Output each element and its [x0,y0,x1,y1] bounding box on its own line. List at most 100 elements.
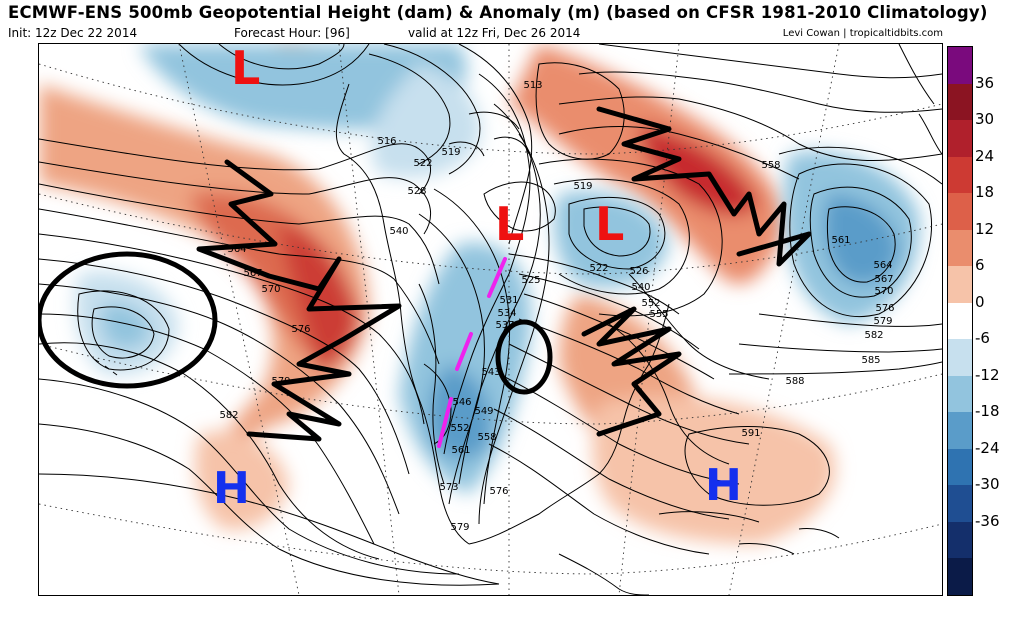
contour-line [418,213,485,505]
contour-line [443,73,531,455]
contour-line [77,290,170,371]
high-label-pacific: H [213,463,250,514]
contour-line [478,133,550,525]
colorbar-segment [948,375,972,413]
anomaly-atlantic-high [592,396,836,544]
pressure-centers: L L L H H [213,44,742,514]
contour-label: 573 [439,482,458,493]
contour-line [523,293,715,380]
contour-line [91,306,155,359]
contour-label: 526 [629,266,648,277]
init-time: Init: 12z Dec 22 2014 [8,26,138,40]
contour-line [39,473,500,585]
contour-label: 576 [291,324,310,335]
contour-label: 549 [474,406,493,417]
circle-hawaii [39,251,218,389]
colorbar-tick-label: -6 [975,329,990,348]
contour-line [738,343,942,353]
chart-title: ECMWF-ENS 500mb Geopotential Height (dam… [8,3,988,22]
contour-label: 570 [874,286,893,297]
contour-label: 570 [261,284,280,295]
contour-line [553,178,690,295]
contour-label: 552 [450,423,469,434]
contour-line [809,186,912,298]
contour-line [608,323,730,465]
colorbar-segment [948,266,972,304]
colorbar-segment [948,485,972,523]
contour-line [558,126,800,180]
contour-line [39,161,432,235]
contour-label: 513 [523,80,542,91]
contour-label: 585 [861,355,880,366]
contour-label: 561 [451,445,470,456]
colorbar-segment [948,412,972,450]
colorbar-segment [948,448,972,486]
contour-line [39,378,460,575]
contour-label: 582 [864,330,883,341]
contour-label: 540 [389,226,408,237]
anomaly-atlantic-low-core [823,194,899,285]
contour-line [39,138,431,195]
contour-line [39,208,440,365]
contour-label: 519 [441,147,460,158]
anomaly-pacific-high [195,431,289,530]
contour-label: 558 [477,432,496,443]
contour-label: 531 [499,295,518,306]
colorbar-segment [948,120,972,158]
contour-label: 579 [450,522,469,533]
contour-label: 591 [741,428,760,439]
contour-label: 525 [521,275,540,286]
coast-alaska-westcoast [335,83,470,545]
coastlines [93,44,942,595]
contour-line [568,196,666,270]
contour-line [39,313,375,545]
valid-time: valid at 12z Fri, Dec 26 2014 [408,26,581,40]
contour-label: 522 [589,263,608,274]
contour-label: 534 [497,308,516,319]
colorbar-segment [948,193,972,231]
contour-line [488,443,710,555]
anomaly-greenland [509,44,785,284]
graticule [39,44,942,595]
contour-label: 528 [407,186,426,197]
contour-label: 540 [631,282,650,293]
contour-label: 519 [573,181,592,192]
contour-line [39,258,410,475]
colorbar-tick-label: 24 [975,146,995,165]
contour-label: 567 [243,268,262,279]
colorbar-tick-label: -30 [975,475,1000,494]
colorbar-segment [948,47,972,84]
colorbar-tick-label: -12 [975,365,1000,384]
colorbar-tick-label: -36 [975,511,1000,530]
anomaly-hudson [371,64,481,178]
height-contours [39,44,942,586]
squiggle-east-lower [581,306,682,437]
contour-line [778,146,942,185]
contour-line [558,96,942,162]
contour-label: 588 [785,376,804,387]
anomaly-greenland-core [639,124,759,215]
contour-line [518,318,740,415]
contour-label: 564 [873,260,892,271]
coast-hawaii [93,358,118,376]
subtitle-line: Init: 12z Dec 22 2014 Forecast Hour: [96… [8,26,943,40]
annotation-squiggles [196,106,812,442]
contour-line [518,273,700,350]
trough-axis [437,257,507,448]
contour-label: 561 [831,235,850,246]
low-label-arctic: L [231,44,260,95]
contour-label: 552 [641,298,660,309]
high-label-atlantic: H [705,460,742,511]
colorbar-tick-label: 18 [975,183,995,202]
contour-line [39,423,500,586]
contour-line [578,71,942,113]
contour-line [433,188,511,505]
coast-arctic-islands [448,111,530,157]
contour-line [598,44,942,79]
map-svg: 513 516 519 519 522 522 525 526 528 531 … [39,44,942,595]
anomaly-ne-pacific [39,84,369,514]
colorbar-tick-label: 30 [975,110,995,129]
contour-label: 579 [873,316,892,327]
coast-caribbean [658,511,840,555]
contour-label: 582 [219,410,238,421]
